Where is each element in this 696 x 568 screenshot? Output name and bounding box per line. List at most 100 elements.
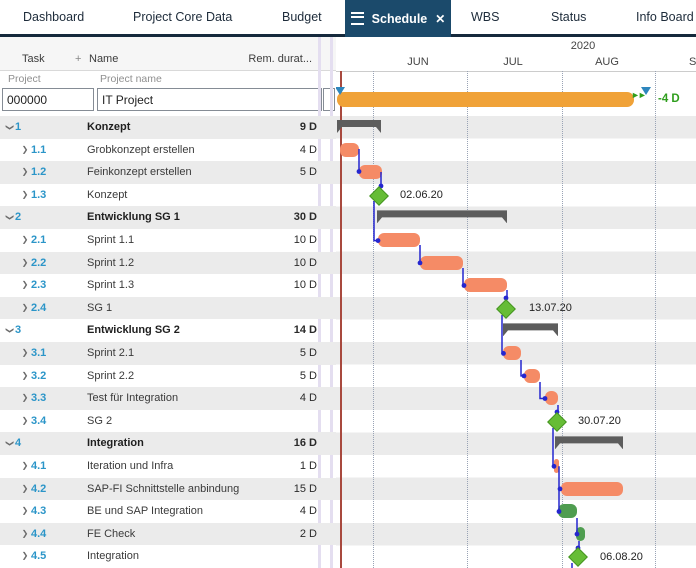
chevron-right-icon[interactable]: ❯ — [21, 506, 29, 516]
task-name: Integration — [87, 437, 144, 450]
task-duration: 10 D — [293, 233, 317, 246]
task-name: Integration — [87, 550, 139, 563]
task-duration: 4 D — [299, 392, 317, 405]
project-id-input[interactable] — [2, 88, 94, 111]
task-id: 1.2 — [31, 166, 47, 179]
table-row[interactable]: ❯ 3.4 SG 2 — [0, 410, 336, 433]
chevron-right-icon[interactable]: ❯ — [21, 234, 29, 244]
add-column-icon[interactable]: + — [75, 53, 82, 65]
chevron-right-icon[interactable]: ❯ — [21, 257, 29, 267]
close-icon[interactable]: ✕ — [435, 11, 446, 26]
gantt-task-bar[interactable] — [503, 346, 521, 360]
task-name: Entwicklung SG 2 — [87, 324, 180, 337]
tab-wbs[interactable]: WBS — [471, 10, 500, 24]
tab-status[interactable]: Status — [551, 10, 587, 24]
table-row[interactable]: ❯ 1.1 Grobkonzept erstellen 4 D — [0, 139, 336, 162]
chevron-right-icon[interactable]: ❯ — [21, 302, 29, 312]
tab-budget[interactable]: Budget — [282, 10, 322, 24]
task-name: BE und SAP Integration — [87, 505, 203, 518]
tab-schedule-active[interactable]: Schedule ✕ — [345, 0, 451, 37]
gantt-chart: 2020 JUN JUL AUG SEP ►► -4 D — [336, 37, 696, 568]
column-header-task[interactable]: Task — [22, 53, 45, 65]
tab-dashboard[interactable]: Dashboard — [23, 10, 85, 24]
hamburger-icon[interactable] — [350, 12, 364, 25]
gantt-task-bar[interactable] — [378, 233, 420, 247]
table-row[interactable]: ❯ 1.2 Feinkonzept erstellen 5 D — [0, 161, 336, 184]
tab-project-core-data[interactable]: Project Core Data — [133, 10, 233, 24]
column-header-duration[interactable]: Rem. durat... — [248, 53, 312, 65]
chevron-right-icon[interactable]: ❯ — [21, 167, 29, 177]
table-row[interactable]: ❯ 4.4 FE Check 2 D — [0, 522, 336, 546]
chevron-right-icon[interactable]: ❯ — [21, 528, 29, 538]
project-name-input[interactable] — [97, 88, 322, 111]
task-duration: 30 D — [293, 211, 317, 224]
chevron-right-icon[interactable]: ❯ — [21, 551, 29, 561]
tab-info-board[interactable]: Info Board — [636, 10, 694, 24]
task-name: Sprint 2.2 — [87, 369, 135, 382]
task-duration: 10 D — [293, 279, 317, 292]
table-row[interactable]: ❯ 4.2 SAP-FI Schnittstelle anbindung 15 D — [0, 477, 336, 501]
gantt-task-bar[interactable] — [524, 368, 540, 383]
forward-arrows-icon: ►► — [631, 90, 647, 100]
task-name: FE Check — [87, 527, 136, 540]
gantt-task-bar[interactable] — [420, 255, 463, 270]
chevron-right-icon[interactable]: ❯ — [21, 189, 29, 199]
gantt-project-bar[interactable] — [337, 92, 634, 107]
filter-label-project-name: Project name — [100, 73, 162, 85]
project-extra-cell[interactable] — [323, 88, 335, 111]
chevron-right-icon[interactable]: ❯ — [21, 415, 29, 425]
today-line — [340, 71, 342, 568]
table-row[interactable]: ❯ 2.3 Sprint 1.3 10 D — [0, 274, 336, 297]
chevron-right-icon[interactable]: ❯ — [21, 280, 29, 290]
task-name: Sprint 1.1 — [87, 233, 135, 246]
table-row[interactable]: ❯ 4.3 BE und SAP Integration 4 D — [0, 500, 336, 523]
table-row[interactable]: ❯ 2 Entwicklung SG 1 30 D — [0, 206, 336, 229]
table-header: Task + Name Rem. durat... — [0, 37, 336, 71]
gantt-task-bar[interactable] — [340, 142, 359, 157]
chevron-right-icon[interactable]: ❯ — [21, 144, 29, 154]
task-name: Test für Integration — [87, 392, 179, 405]
task-table: ❯ 1 Konzept 9 D ❯ 1.1 Grobkonzept erstellen 4 … — [0, 116, 336, 568]
task-duration: 14 D — [293, 324, 317, 337]
table-row[interactable]: ❯ 4 Integration 16 D — [0, 432, 336, 455]
chevron-right-icon[interactable]: ❯ — [21, 347, 29, 357]
timeline-month: JUN — [407, 56, 429, 68]
task-name: SG 1 — [87, 301, 113, 314]
table-row[interactable]: ❯ 4.1 Iteration und Infra 1 D — [0, 455, 336, 478]
task-duration: 1 D — [299, 459, 317, 472]
table-filter-row: Project Project name — [0, 72, 336, 87]
gantt-task-bar[interactable] — [464, 278, 507, 293]
table-row[interactable]: ❯ 2.4 SG 1 — [0, 296, 336, 320]
task-name: Sprint 1.3 — [87, 279, 135, 292]
month-gridline — [655, 71, 656, 568]
table-row[interactable]: ❯ 4.5 Integration — [0, 545, 336, 568]
gantt-task-bar[interactable] — [545, 391, 558, 406]
task-name: Konzept — [87, 188, 128, 201]
table-row[interactable]: ❯ 1 Konzept 9 D — [0, 116, 336, 139]
chevron-right-icon[interactable]: ❯ — [21, 370, 29, 380]
table-row[interactable]: ❯ 3.3 Test für Integration 4 D — [0, 387, 336, 410]
task-id: 4.1 — [31, 459, 47, 472]
project-start-marker-icon — [336, 87, 345, 95]
task-name: Sprint 1.2 — [87, 256, 135, 269]
gantt-task-bar[interactable] — [554, 459, 559, 473]
gantt-done-bar[interactable] — [576, 526, 585, 541]
month-gridline — [373, 71, 374, 568]
table-row[interactable]: ❯ 2.2 Sprint 1.2 10 D — [0, 251, 336, 275]
table-row[interactable]: ❯ 2.1 Sprint 1.1 10 D — [0, 229, 336, 252]
table-row[interactable]: ❯ 3 Entwicklung SG 2 14 D — [0, 319, 336, 342]
chevron-right-icon[interactable]: ❯ — [21, 483, 29, 493]
table-row[interactable]: ❯ 3.1 Sprint 2.1 5 D — [0, 341, 336, 365]
task-duration: 5 D — [299, 369, 317, 382]
task-id: 4.3 — [31, 505, 47, 518]
task-name: SAP-FI Schnittstelle anbindung — [87, 482, 240, 495]
table-row[interactable]: ❯ 3.2 Sprint 2.2 5 D — [0, 365, 336, 388]
column-header-name[interactable]: Name — [89, 53, 119, 65]
task-id: 4.5 — [31, 550, 47, 563]
table-row[interactable]: ❯ 1.3 Konzept — [0, 184, 336, 207]
chevron-right-icon[interactable]: ❯ — [21, 460, 29, 470]
chevron-right-icon[interactable]: ❯ — [21, 393, 29, 403]
gantt-task-bar[interactable] — [561, 481, 623, 496]
gantt-done-bar[interactable] — [558, 504, 577, 519]
gantt-task-bar[interactable] — [359, 165, 382, 180]
